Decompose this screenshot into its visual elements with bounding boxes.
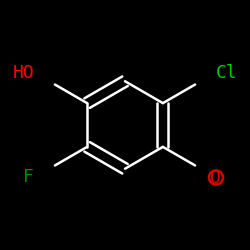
Text: O: O	[210, 168, 221, 186]
Text: Cl: Cl	[216, 64, 238, 82]
Text: HO: HO	[12, 64, 34, 82]
Text: F: F	[23, 168, 34, 186]
